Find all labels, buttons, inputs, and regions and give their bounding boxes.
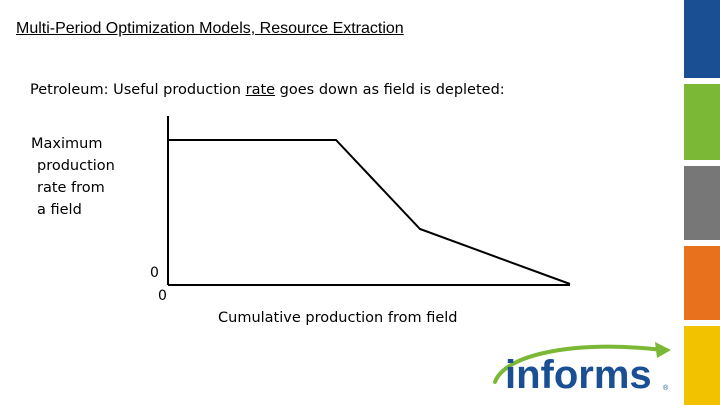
subtitle-rate-word: rate [245, 82, 276, 98]
logo-registered-mark: ® [663, 384, 669, 392]
logo-arrowhead-icon [655, 342, 671, 358]
y-axis-label-line: a field [37, 202, 82, 218]
production-rate-curve [168, 139, 571, 285]
y-axis-label: Maximum production rate from a field [31, 133, 115, 221]
color-sidebar [684, 0, 720, 405]
sidebar-bar-yellow [684, 326, 720, 405]
slide-subtitle: Petroleum: Useful production rate goes d… [30, 82, 505, 98]
y-axis-label-line: production [37, 158, 115, 174]
informs-logo: informs ® [493, 342, 671, 397]
subtitle-text-end: goes down as field is depleted: [275, 82, 505, 98]
slide-title: Multi-Period Optimization Models, Resour… [16, 20, 404, 37]
y-axis-label-line: rate from [37, 180, 105, 196]
y-origin-label: 0 [150, 265, 159, 281]
logo-swoosh-arrow-icon [493, 344, 665, 384]
x-axis-label: Cumulative production from field [218, 310, 458, 326]
subtitle-text-start: Petroleum: Useful production [30, 82, 246, 98]
sidebar-bar-gray [684, 166, 720, 240]
sidebar-bar-green [684, 84, 720, 160]
y-axis-label-line: Maximum [31, 136, 103, 152]
sidebar-bar-blue [684, 0, 720, 78]
sidebar-bar-orange [684, 246, 720, 320]
x-origin-label: 0 [158, 288, 167, 304]
logo-text: informs [505, 353, 652, 397]
